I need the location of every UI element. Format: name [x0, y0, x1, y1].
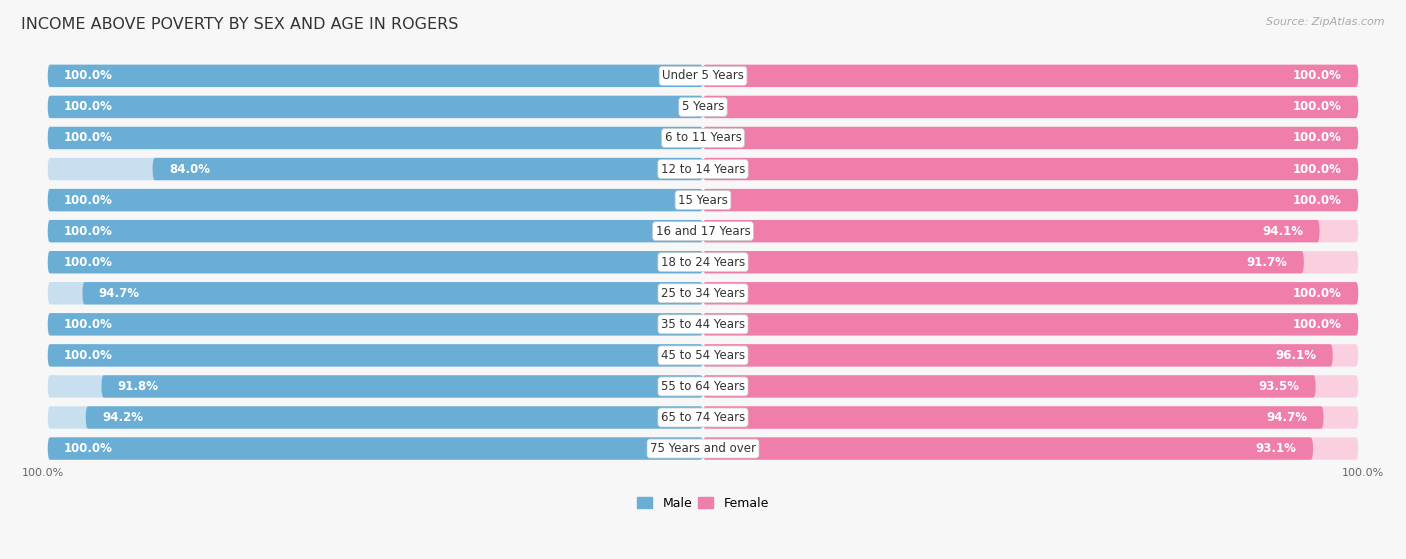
Text: 12 to 14 Years: 12 to 14 Years — [661, 163, 745, 176]
Text: 45 to 54 Years: 45 to 54 Years — [661, 349, 745, 362]
Text: 100.0%: 100.0% — [1294, 163, 1341, 176]
FancyBboxPatch shape — [703, 282, 1358, 305]
FancyBboxPatch shape — [703, 158, 1358, 180]
FancyBboxPatch shape — [48, 65, 703, 87]
FancyBboxPatch shape — [703, 437, 1313, 459]
FancyBboxPatch shape — [703, 127, 1358, 149]
Text: 100.0%: 100.0% — [65, 255, 112, 269]
Text: 96.1%: 96.1% — [1275, 349, 1316, 362]
Text: 100.0%: 100.0% — [65, 193, 112, 207]
FancyBboxPatch shape — [703, 189, 1358, 211]
FancyBboxPatch shape — [48, 437, 703, 459]
FancyBboxPatch shape — [703, 251, 1303, 273]
FancyBboxPatch shape — [48, 220, 703, 243]
FancyBboxPatch shape — [703, 189, 1358, 211]
Text: 93.5%: 93.5% — [1258, 380, 1299, 393]
Text: 100.0%: 100.0% — [1294, 101, 1341, 113]
FancyBboxPatch shape — [48, 96, 703, 118]
Text: 100.0%: 100.0% — [65, 69, 112, 82]
FancyBboxPatch shape — [703, 65, 1358, 87]
Text: 94.7%: 94.7% — [98, 287, 139, 300]
Text: 6 to 11 Years: 6 to 11 Years — [665, 131, 741, 144]
Text: 16 and 17 Years: 16 and 17 Years — [655, 225, 751, 238]
FancyBboxPatch shape — [48, 313, 703, 335]
FancyBboxPatch shape — [48, 220, 703, 243]
FancyBboxPatch shape — [83, 282, 703, 305]
FancyBboxPatch shape — [703, 375, 1358, 397]
FancyBboxPatch shape — [48, 158, 703, 180]
FancyBboxPatch shape — [703, 406, 1323, 429]
Text: 15 Years: 15 Years — [678, 193, 728, 207]
FancyBboxPatch shape — [48, 375, 703, 397]
Text: 100.0%: 100.0% — [65, 101, 112, 113]
FancyBboxPatch shape — [703, 313, 1358, 335]
FancyBboxPatch shape — [101, 375, 703, 397]
FancyBboxPatch shape — [703, 282, 1358, 305]
FancyBboxPatch shape — [48, 189, 703, 211]
Text: 100.0%: 100.0% — [65, 349, 112, 362]
FancyBboxPatch shape — [48, 127, 703, 149]
Text: 100.0%: 100.0% — [1294, 131, 1341, 144]
FancyBboxPatch shape — [48, 437, 703, 459]
Text: 100.0%: 100.0% — [1294, 193, 1341, 207]
FancyBboxPatch shape — [48, 313, 703, 335]
FancyBboxPatch shape — [48, 65, 703, 87]
Text: 5 Years: 5 Years — [682, 101, 724, 113]
FancyBboxPatch shape — [48, 406, 703, 429]
FancyBboxPatch shape — [703, 127, 1358, 149]
Text: 100.0%: 100.0% — [65, 318, 112, 331]
Text: 100.0%: 100.0% — [65, 442, 112, 455]
Text: 94.2%: 94.2% — [103, 411, 143, 424]
Text: 94.7%: 94.7% — [1267, 411, 1308, 424]
FancyBboxPatch shape — [48, 251, 703, 273]
Text: 94.1%: 94.1% — [1263, 225, 1303, 238]
FancyBboxPatch shape — [48, 344, 703, 367]
FancyBboxPatch shape — [48, 282, 703, 305]
Text: 100.0%: 100.0% — [1294, 318, 1341, 331]
FancyBboxPatch shape — [86, 406, 703, 429]
Text: 100.0%: 100.0% — [21, 468, 63, 479]
Text: 25 to 34 Years: 25 to 34 Years — [661, 287, 745, 300]
FancyBboxPatch shape — [48, 251, 703, 273]
FancyBboxPatch shape — [703, 96, 1358, 118]
Text: 65 to 74 Years: 65 to 74 Years — [661, 411, 745, 424]
FancyBboxPatch shape — [48, 96, 703, 118]
FancyBboxPatch shape — [703, 65, 1358, 87]
Text: 75 Years and over: 75 Years and over — [650, 442, 756, 455]
Text: 100.0%: 100.0% — [65, 131, 112, 144]
Legend: Male, Female: Male, Female — [633, 492, 773, 515]
Text: 84.0%: 84.0% — [169, 163, 209, 176]
Text: 100.0%: 100.0% — [65, 225, 112, 238]
FancyBboxPatch shape — [153, 158, 703, 180]
Text: 18 to 24 Years: 18 to 24 Years — [661, 255, 745, 269]
FancyBboxPatch shape — [703, 406, 1358, 429]
Text: 91.8%: 91.8% — [118, 380, 159, 393]
Text: Source: ZipAtlas.com: Source: ZipAtlas.com — [1267, 17, 1385, 27]
Text: 55 to 64 Years: 55 to 64 Years — [661, 380, 745, 393]
Text: 91.7%: 91.7% — [1247, 255, 1288, 269]
FancyBboxPatch shape — [703, 220, 1320, 243]
FancyBboxPatch shape — [703, 158, 1358, 180]
FancyBboxPatch shape — [703, 313, 1358, 335]
Text: 35 to 44 Years: 35 to 44 Years — [661, 318, 745, 331]
FancyBboxPatch shape — [703, 437, 1358, 459]
Text: 93.1%: 93.1% — [1256, 442, 1296, 455]
Text: 100.0%: 100.0% — [1343, 468, 1385, 479]
FancyBboxPatch shape — [703, 251, 1358, 273]
FancyBboxPatch shape — [703, 375, 1316, 397]
FancyBboxPatch shape — [703, 96, 1358, 118]
FancyBboxPatch shape — [703, 344, 1333, 367]
FancyBboxPatch shape — [48, 344, 703, 367]
FancyBboxPatch shape — [48, 127, 703, 149]
FancyBboxPatch shape — [703, 344, 1358, 367]
Text: 100.0%: 100.0% — [1294, 287, 1341, 300]
Text: INCOME ABOVE POVERTY BY SEX AND AGE IN ROGERS: INCOME ABOVE POVERTY BY SEX AND AGE IN R… — [21, 17, 458, 32]
Text: Under 5 Years: Under 5 Years — [662, 69, 744, 82]
FancyBboxPatch shape — [703, 220, 1358, 243]
FancyBboxPatch shape — [48, 189, 703, 211]
Text: 100.0%: 100.0% — [1294, 69, 1341, 82]
